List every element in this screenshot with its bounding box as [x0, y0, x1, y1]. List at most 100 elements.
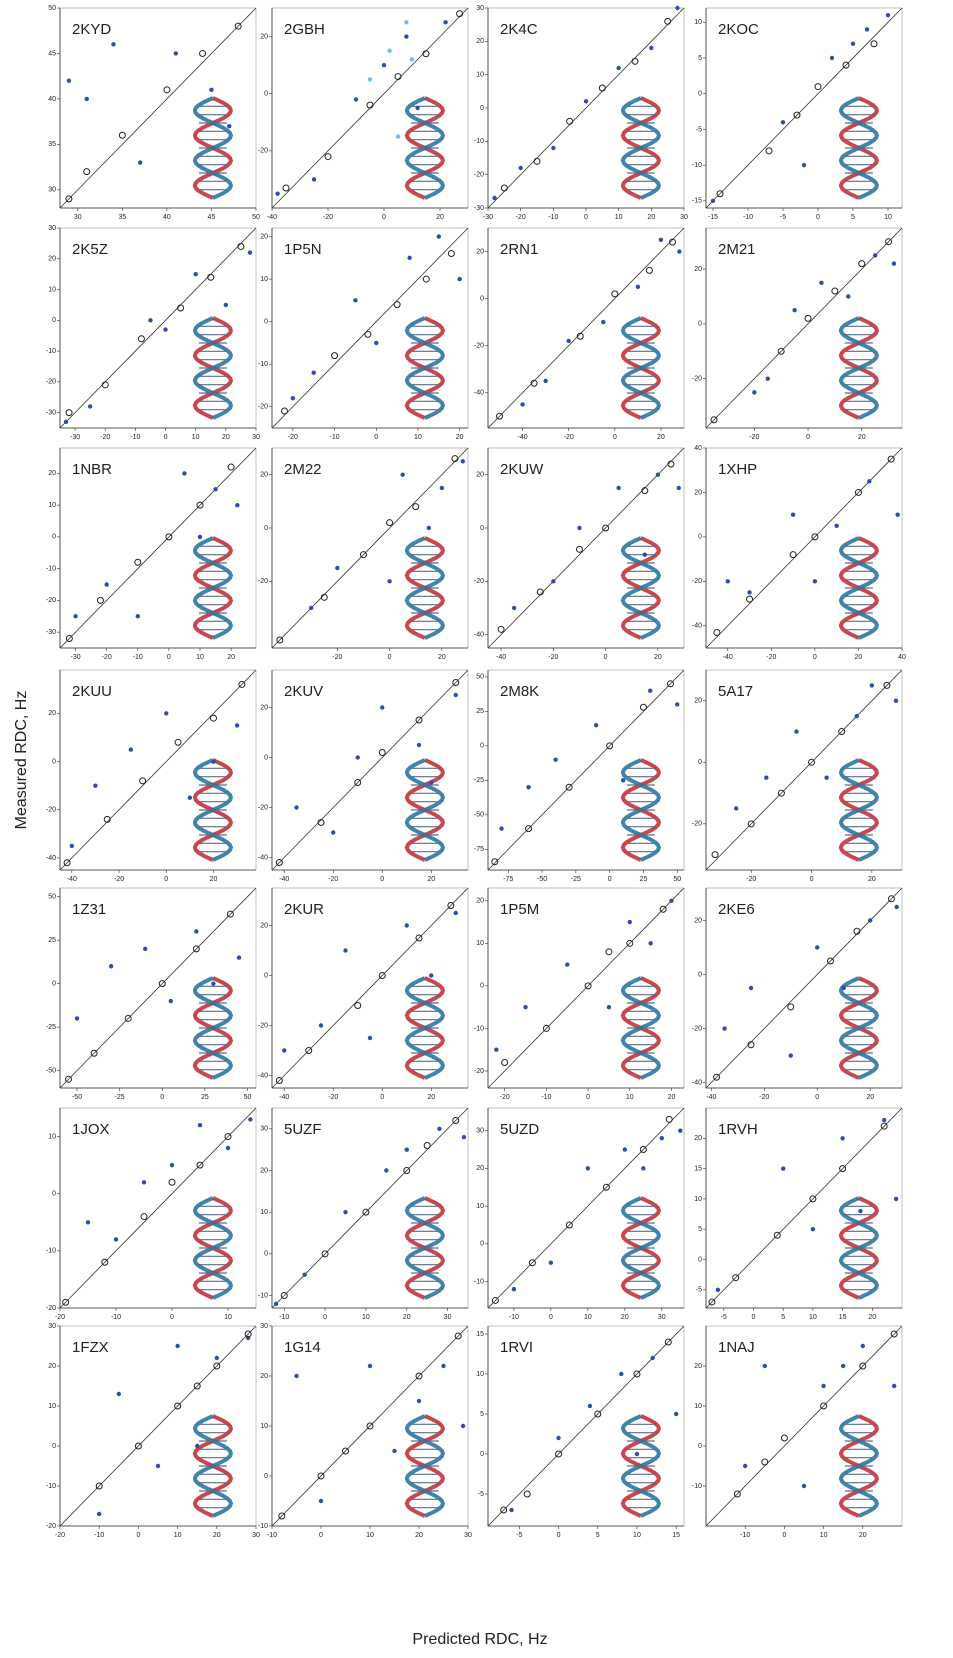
data-point — [209, 87, 214, 93]
data-point — [118, 131, 126, 139]
y-tick-label: -10 — [46, 565, 56, 572]
data-point — [616, 65, 621, 71]
data-point — [194, 929, 199, 934]
data-point — [611, 290, 619, 298]
y-tick-label: -40 — [692, 623, 702, 630]
data-point — [854, 713, 859, 719]
data-point — [437, 1126, 442, 1132]
data-point — [669, 898, 674, 903]
data-point — [93, 783, 98, 788]
x-tick-label: -10 — [509, 1314, 519, 1321]
data-point — [331, 352, 339, 360]
data-point — [494, 1047, 499, 1052]
data-point — [275, 859, 283, 866]
data-point — [890, 1330, 898, 1338]
panel: -40 -20 0 20 -20 0 20 2GBH — [258, 7, 469, 221]
data-point — [765, 376, 770, 381]
data-point — [725, 579, 730, 584]
data-point — [318, 1023, 324, 1028]
data-point — [294, 1373, 299, 1379]
data-point — [416, 1398, 422, 1404]
data-point — [309, 605, 314, 611]
data-point — [664, 1338, 672, 1346]
data-point — [543, 378, 548, 384]
data-point — [713, 1073, 721, 1081]
y-tick-label: 0 — [264, 1473, 268, 1480]
data-point — [765, 147, 773, 155]
data-point — [65, 195, 73, 203]
data-point — [278, 1512, 286, 1520]
data-point — [752, 390, 757, 395]
identity-line — [705, 1325, 903, 1527]
y-tick-label: 30 — [260, 1126, 268, 1133]
data-point — [65, 409, 73, 417]
x-tick-label: -75 — [503, 876, 513, 883]
y-tick-label: -15 — [692, 198, 702, 205]
data-point — [584, 982, 592, 990]
data-point — [275, 191, 280, 196]
y-tick-label: 20 — [694, 698, 702, 705]
data-point — [290, 396, 296, 401]
data-point — [353, 298, 358, 303]
data-point — [675, 702, 680, 707]
y-tick-label: 40 — [48, 96, 56, 103]
y-tick-label: 30 — [48, 225, 56, 232]
panel: -10 0 10 20 30 -10 0 10 20 30 1G14 — [258, 1323, 472, 1539]
data-point — [415, 1372, 423, 1380]
y-tick-label: -20 — [46, 1523, 56, 1530]
data-point — [710, 198, 716, 204]
data-point — [893, 698, 899, 703]
data-point — [439, 485, 445, 491]
data-point — [163, 86, 171, 94]
data-point — [869, 683, 875, 688]
data-point — [858, 260, 866, 268]
x-tick-label: -20 — [746, 876, 756, 883]
y-tick-label: 0 — [264, 525, 268, 532]
data-point — [354, 779, 362, 786]
x-tick-label: 0 — [815, 1094, 819, 1101]
data-point — [620, 778, 626, 783]
data-point — [226, 910, 234, 918]
data-point — [780, 1434, 788, 1442]
data-point — [639, 1146, 647, 1154]
data-point — [787, 1003, 795, 1011]
data-point — [237, 242, 245, 250]
panel-title: 1NBR — [72, 461, 112, 478]
data-point — [627, 919, 632, 925]
data-point — [777, 789, 785, 797]
identity-line — [487, 1107, 685, 1309]
data-point — [235, 502, 240, 508]
panel: -5 0 5 10 15 20 -5 0 5 10 15 20 1RVH — [694, 1107, 903, 1321]
data-point — [794, 729, 799, 734]
data-point — [321, 1250, 329, 1258]
x-tick-label: 0 — [813, 654, 817, 661]
y-tick-label: 0 — [480, 525, 484, 532]
data-point — [404, 1147, 409, 1152]
x-tick-label: 10 — [366, 1532, 374, 1539]
data-point — [96, 596, 104, 604]
x-tick-label: 10 — [192, 434, 200, 441]
data-point — [280, 1292, 288, 1299]
data-point — [169, 1162, 175, 1168]
data-point — [747, 1041, 755, 1049]
data-point — [158, 980, 166, 988]
x-tick-label: 20 — [227, 654, 235, 661]
data-point — [197, 1122, 203, 1128]
x-tick-label: 20 — [210, 876, 218, 883]
data-point — [135, 614, 140, 619]
data-point — [528, 1259, 536, 1267]
data-point — [497, 625, 505, 633]
data-point — [809, 1195, 817, 1203]
data-point — [416, 742, 422, 748]
data-point — [374, 340, 379, 346]
data-point — [343, 948, 348, 953]
data-point — [575, 545, 583, 553]
identity-line — [59, 447, 257, 649]
x-tick-label: -20 — [516, 214, 526, 221]
data-point — [860, 1343, 865, 1349]
panel: -30 -20 -10 0 10 20 30 -30 -20 -10 0 10 20 30 2K5Z — [46, 225, 260, 441]
identity-line — [271, 669, 469, 871]
data-point — [499, 826, 504, 831]
x-tick-label: 20 — [415, 1532, 423, 1539]
